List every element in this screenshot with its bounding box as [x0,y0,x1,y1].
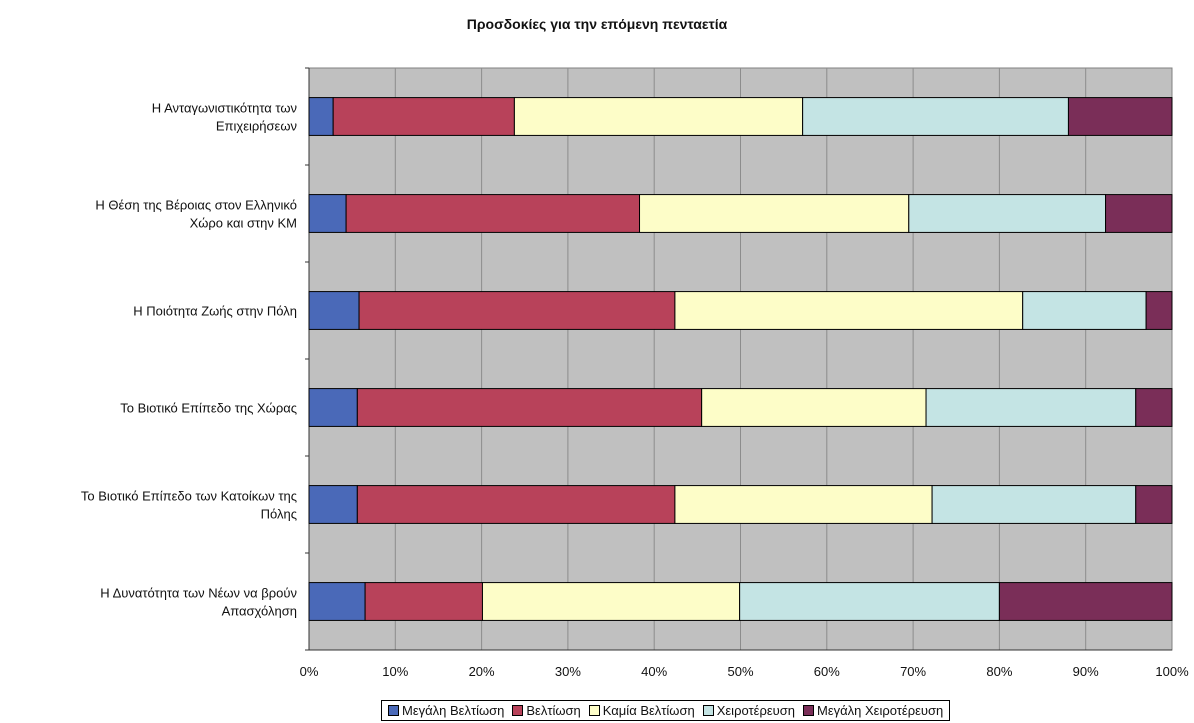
legend-swatch [588,705,600,716]
chart-title: Προσδοκίες για την επόμενη πενταετία [466,16,728,32]
category-label: Η Δυνατότητα των Νέων να βρούν [100,586,297,601]
bar-segment-1-cat-2 [308,194,347,233]
category-labels: Η Ανταγωνιστικότητα των Επιχειρήσεων Η Θέσ… [81,101,297,619]
bar-segment-5-cat-4 [1135,388,1173,427]
bar-segment-1-cat-4 [308,388,358,427]
bar-segment-1-cat-3 [308,291,360,330]
category-label: Το Βιοτικό Επίπεδο των Κατοίκων της [81,489,297,504]
legend-item: Χειροτέρευση [702,703,795,718]
x-tick-label: 40% [641,664,667,679]
category-label: Απασχόληση [222,604,297,619]
bar-segment-2-cat-5 [356,485,676,524]
bar-segment-5-cat-5 [1135,485,1173,524]
bar-segment-3-cat-6 [481,582,741,621]
category-label: Η Ανταγωνιστικότητα των [152,101,297,116]
legend: Μεγάλη Βελτίωση Βελτίωση Καμία Βελτίωση Χει… [381,700,951,721]
bar-segment-3-cat-2 [639,194,910,233]
bar-segment-2-cat-2 [345,194,641,233]
bar-segment-5-cat-2 [1105,194,1173,233]
category-label: Χώρο και στην ΚΜ [190,216,297,231]
legend-label: Βελτίωση [526,703,581,718]
bar-segment-3-cat-4 [701,388,927,427]
bar-segment-5-cat-1 [1067,97,1173,136]
x-tick-label: 90% [1073,664,1099,679]
x-tick-label: 30% [555,664,581,679]
legend-item: Μεγάλη Βελτίωση [388,703,504,718]
category-label: Το Βιοτικό Επίπεδο της Χώρας [120,401,297,416]
bar-segment-4-cat-2 [908,194,1107,233]
legend-item: Καμία Βελτίωση [588,703,695,718]
bar-segment-1-cat-5 [308,485,358,524]
legend-swatch [388,705,399,716]
bar-segment-3-cat-5 [674,485,933,524]
category-label: Η Ποιότητα Ζωής στην Πόλη [133,304,297,319]
x-tick-label: 0% [300,664,319,679]
bar-segment-4-cat-4 [925,388,1137,427]
bar-segment-4-cat-6 [739,582,1000,621]
legend-label: Καμία Βελτίωση [602,703,695,718]
legend-swatch [702,705,714,716]
x-tick-label: 80% [986,664,1012,679]
x-tick-label: 10% [382,664,408,679]
bar-segment-5-cat-3 [1145,291,1173,330]
bar-segment-2-cat-3 [358,291,676,330]
category-label: Η Θέση της Βέροιας στον Ελληνικό [95,198,297,213]
bar-segment-2-cat-4 [356,388,703,427]
bar-segment-5-cat-6 [998,582,1173,621]
legend-label: Χειροτέρευση [716,703,795,718]
category-label: Πόλης [261,507,297,522]
x-tick-label: 70% [900,664,926,679]
legend-swatch [512,705,524,716]
bar-segment-4-cat-1 [802,97,1069,136]
bar-segment-4-cat-3 [1022,291,1147,330]
bar-segment-2-cat-1 [332,97,515,136]
legend-label: Μεγάλη Χειροτέρευση [817,703,944,718]
bar-segment-3-cat-1 [513,97,804,136]
legend-swatch [803,705,814,716]
x-tick-label: 60% [814,664,840,679]
legend-item: Βελτίωση [512,703,581,718]
category-label: Επιχειρήσεων [216,119,297,134]
legend-item: Μεγάλη Χειροτέρευση [803,703,943,718]
bar-segment-1-cat-6 [308,582,366,621]
x-tick-label: 100% [1155,664,1189,679]
legend-label: Μεγάλη Βελτίωση [402,703,505,718]
bar-segment-3-cat-3 [674,291,1024,330]
plot-area [305,67,1173,651]
bars [308,97,1173,621]
x-tick-label: 20% [469,664,495,679]
bar-segment-1-cat-1 [308,97,334,136]
bar-segment-4-cat-5 [931,485,1137,524]
x-tick-label: 50% [727,664,753,679]
bar-segment-2-cat-6 [364,582,483,621]
x-axis-ticks: 0% 10% 20% 30% 40% 50% 60% 70% 80% 90% 100% [300,664,1189,679]
